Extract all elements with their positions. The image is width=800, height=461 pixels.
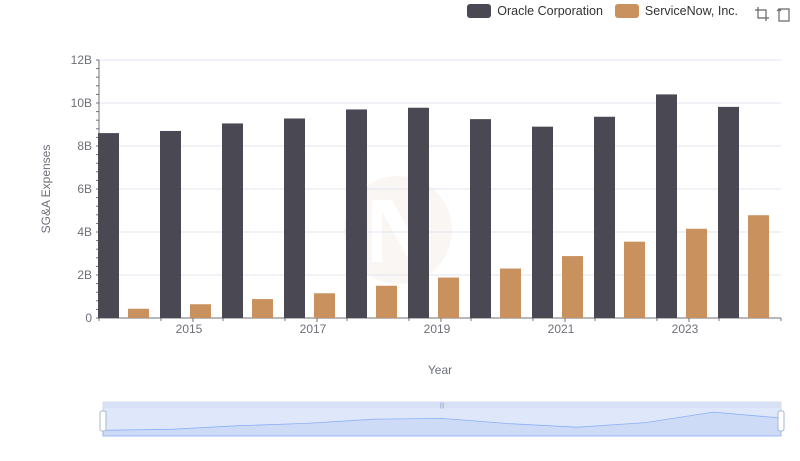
bar-oracle-2024[interactable] (718, 106, 739, 319)
y-tick-label: 6B (77, 182, 92, 196)
y-axis: 0 2B 4B 6B 8B 10B 12B (71, 53, 100, 325)
x-tick-label: 2021 (548, 322, 575, 336)
y-tick-label: 8B (77, 139, 92, 153)
data-zoom-top-bar[interactable] (103, 402, 781, 408)
x-tick-label: 2023 (672, 322, 699, 336)
bar-servicenow-2016[interactable] (252, 299, 273, 318)
bar-oracle-2020[interactable] (470, 119, 491, 318)
bar-servicenow-2020[interactable] (500, 268, 521, 318)
y-tick-label: 2B (77, 268, 92, 282)
data-zoom-left-handle[interactable] (99, 410, 107, 432)
x-tick-label: 2019 (424, 322, 451, 336)
data-zoom-slider[interactable]: ||| (99, 401, 785, 437)
bar-servicenow-2015[interactable] (190, 304, 211, 318)
bar-oracle-2016[interactable] (222, 123, 243, 318)
data-zoom-right-handle[interactable] (777, 410, 785, 432)
legend-item-servicenow[interactable]: ServiceNow, Inc. (614, 4, 738, 18)
legend: Oracle Corporation ServiceNow, Inc. (467, 4, 738, 18)
bar-servicenow-2019[interactable] (438, 277, 459, 318)
zoom-reset-icon[interactable] (776, 6, 792, 22)
toolbox (754, 6, 792, 22)
bar-oracle-2021[interactable] (532, 126, 553, 319)
y-axis-title: SG&A Expenses (39, 145, 53, 234)
bar-oracle-2014[interactable] (98, 133, 119, 318)
x-axis-title: Year (428, 363, 452, 377)
legend-item-oracle[interactable]: Oracle Corporation (467, 4, 603, 18)
bar-servicenow-2024[interactable] (748, 215, 769, 318)
bar-oracle-2015[interactable] (160, 130, 181, 318)
x-tick-label: 2017 (300, 322, 327, 336)
legend-swatch-oracle (467, 4, 492, 18)
bar-servicenow-2021[interactable] (562, 256, 583, 318)
zoom-icon[interactable] (754, 6, 770, 22)
bar-servicenow-2022[interactable] (624, 241, 645, 318)
bar-servicenow-2023[interactable] (686, 228, 707, 318)
x-axis: 2015 2017 2019 2021 2023 (98, 317, 782, 336)
bar-oracle-2023[interactable] (656, 94, 677, 319)
data-zoom-preview-area (102, 411, 782, 437)
y-tick-label: 0 (85, 311, 92, 325)
bars[interactable] (98, 94, 769, 319)
bar-servicenow-2014[interactable] (128, 308, 149, 318)
y-tick-label: 4B (77, 225, 92, 239)
data-zoom-grip[interactable]: ||| (440, 403, 445, 409)
y-tick-label: 12B (71, 53, 92, 67)
y-tick-label: 10B (71, 96, 92, 110)
legend-label-oracle: Oracle Corporation (497, 4, 603, 18)
bar-servicenow-2018[interactable] (376, 285, 397, 318)
bar-oracle-2018[interactable] (346, 109, 367, 318)
legend-swatch-servicenow (614, 4, 639, 18)
bar-oracle-2019[interactable] (408, 107, 429, 318)
legend-label-servicenow: ServiceNow, Inc. (644, 4, 738, 18)
bar-oracle-2022[interactable] (594, 116, 615, 318)
bar-servicenow-2017[interactable] (314, 293, 335, 318)
x-tick-label: 2015 (176, 322, 203, 336)
bar-oracle-2017[interactable] (284, 118, 305, 318)
